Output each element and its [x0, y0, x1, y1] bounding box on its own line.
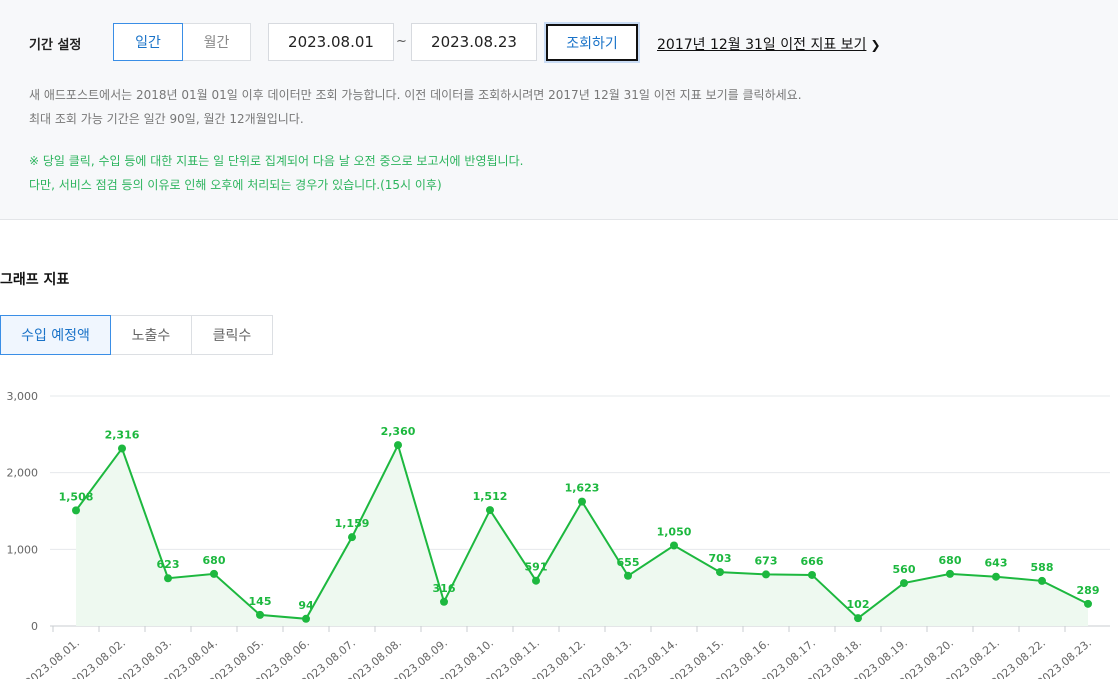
series-area: [76, 445, 1088, 626]
data-point: [164, 574, 172, 583]
data-point: [532, 576, 540, 585]
data-point: [854, 614, 862, 623]
date-range-separator: ~: [396, 34, 407, 49]
data-point: [624, 571, 632, 580]
data-label: 1,050: [657, 526, 692, 539]
data-label: 643: [985, 557, 1008, 570]
data-point: [762, 570, 770, 579]
data-point: [302, 614, 310, 623]
data-label: 1,623: [565, 482, 600, 495]
data-label: 1,159: [335, 517, 370, 530]
period-label: 기간 설정: [29, 38, 82, 53]
data-point: [1084, 599, 1092, 608]
start-date-input[interactable]: 2023.08.01: [268, 23, 394, 61]
data-point: [716, 568, 724, 577]
data-label: 560: [893, 563, 916, 576]
data-point: [440, 597, 448, 606]
tab-expected-revenue[interactable]: 수입 예정액: [0, 315, 111, 355]
data-point: [486, 506, 494, 515]
data-point: [72, 506, 80, 515]
search-button[interactable]: 조회하기: [546, 24, 638, 61]
data-label: 316: [433, 582, 456, 595]
data-point: [256, 610, 264, 619]
tab-impressions[interactable]: 노출수: [111, 315, 192, 355]
revenue-chart: 0 1,000 2,000 3,000 1,508 2,316 623 680 145 94 1,1…: [7, 390, 1110, 679]
data-point: [394, 441, 402, 450]
data-label: 289: [1077, 584, 1100, 597]
data-point: [118, 444, 126, 453]
data-label: 680: [203, 554, 226, 567]
notice-processing-delay: 다만, 서비스 점검 등의 이유로 인해 오후에 처리되는 경우가 있습니다.(…: [29, 178, 442, 192]
x-tick-label: 2023.08.01.: [23, 636, 82, 679]
data-point: [946, 569, 954, 578]
data-point: [210, 569, 218, 578]
data-label: 1,508: [59, 490, 94, 503]
data-label: 2,360: [381, 425, 416, 438]
data-label: 591: [525, 561, 548, 574]
y-tick-label: 1,000: [7, 543, 39, 556]
data-point: [1038, 576, 1046, 585]
data-point: [578, 497, 586, 506]
tab-clicks[interactable]: 클릭수: [192, 315, 273, 355]
old-metrics-link-label: 2017년 12월 31일 이전 지표 보기: [657, 37, 867, 53]
data-point: [900, 579, 908, 588]
data-point: [992, 572, 1000, 581]
data-point: [808, 570, 816, 579]
end-date-input[interactable]: 2023.08.23: [411, 23, 537, 61]
notice-data-range: 새 애드포스트에서는 2018년 01월 01일 이후 데이터만 조회 가능합니…: [29, 88, 802, 102]
chevron-right-icon: ❯: [870, 38, 881, 52]
y-tick-label: 0: [31, 620, 38, 633]
y-tick-label: 3,000: [7, 390, 39, 403]
data-label: 623: [157, 558, 180, 571]
y-tick-label: 2,000: [7, 467, 39, 480]
graph-section-title: 그래프 지표: [0, 272, 70, 288]
daily-toggle-button[interactable]: 일간: [113, 23, 183, 61]
data-label: 102: [847, 598, 870, 611]
data-label: 680: [939, 554, 962, 567]
filter-panel: 기간 설정 일간 월간 2023.08.01 ~ 2023.08.23 조회하기…: [0, 0, 1118, 220]
metric-tabs: 수입 예정액 노출수 클릭수: [0, 315, 273, 355]
notice-max-period: 최대 조회 가능 기간은 일간 90일, 월간 12개월입니다.: [29, 112, 304, 126]
data-label: 655: [617, 556, 640, 569]
data-label: 588: [1031, 561, 1054, 574]
monthly-toggle-button[interactable]: 월간: [183, 23, 251, 61]
data-point: [670, 541, 678, 550]
data-label: 145: [249, 595, 272, 608]
data-label: 703: [709, 552, 732, 565]
data-label: 1,512: [473, 490, 508, 503]
data-label: 94: [298, 599, 314, 612]
old-metrics-link[interactable]: 2017년 12월 31일 이전 지표 보기 ❯: [657, 34, 881, 54]
data-label: 2,316: [105, 428, 140, 441]
notice-daily-aggregation: ※ 당일 클릭, 수입 등에 대한 지표는 일 단위로 집계되어 다음 날 오전…: [29, 154, 524, 168]
data-point: [348, 533, 356, 542]
data-label: 666: [801, 555, 824, 568]
data-label: 673: [755, 554, 778, 567]
